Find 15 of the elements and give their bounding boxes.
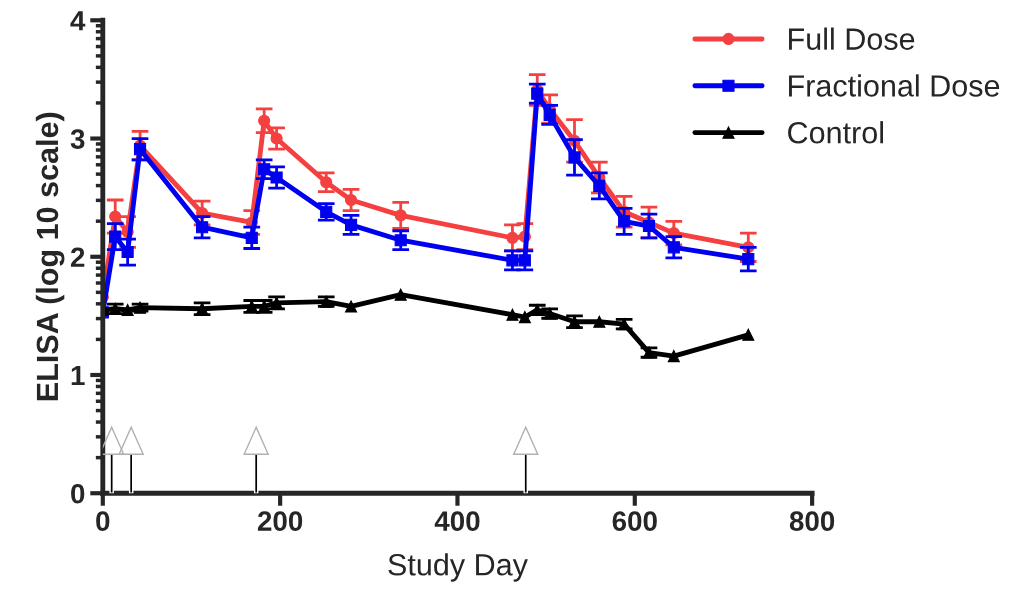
legend-label: Fractional Dose bbox=[789, 74, 1000, 97]
y-tick-label: 4 bbox=[70, 11, 86, 31]
y-axis-title: ELISA (log 10 scale) bbox=[35, 112, 65, 401]
legend-label: Control bbox=[788, 121, 883, 144]
y-tick-label: 0 bbox=[71, 483, 85, 504]
x-tick-label: 0 bbox=[96, 511, 110, 531]
x-tick-label: 600 bbox=[612, 511, 657, 531]
x-tick-label: 200 bbox=[257, 511, 303, 531]
y-tick-label: 2 bbox=[70, 247, 85, 267]
x-tick-label: 800 bbox=[789, 511, 835, 531]
y-tick-label: 1 bbox=[71, 365, 85, 386]
y-tick-label: 3 bbox=[70, 129, 85, 149]
x-tick-label: 400 bbox=[434, 511, 480, 531]
x-axis-title: Study Day bbox=[388, 553, 528, 582]
legend-label: Full Dose bbox=[789, 27, 915, 50]
